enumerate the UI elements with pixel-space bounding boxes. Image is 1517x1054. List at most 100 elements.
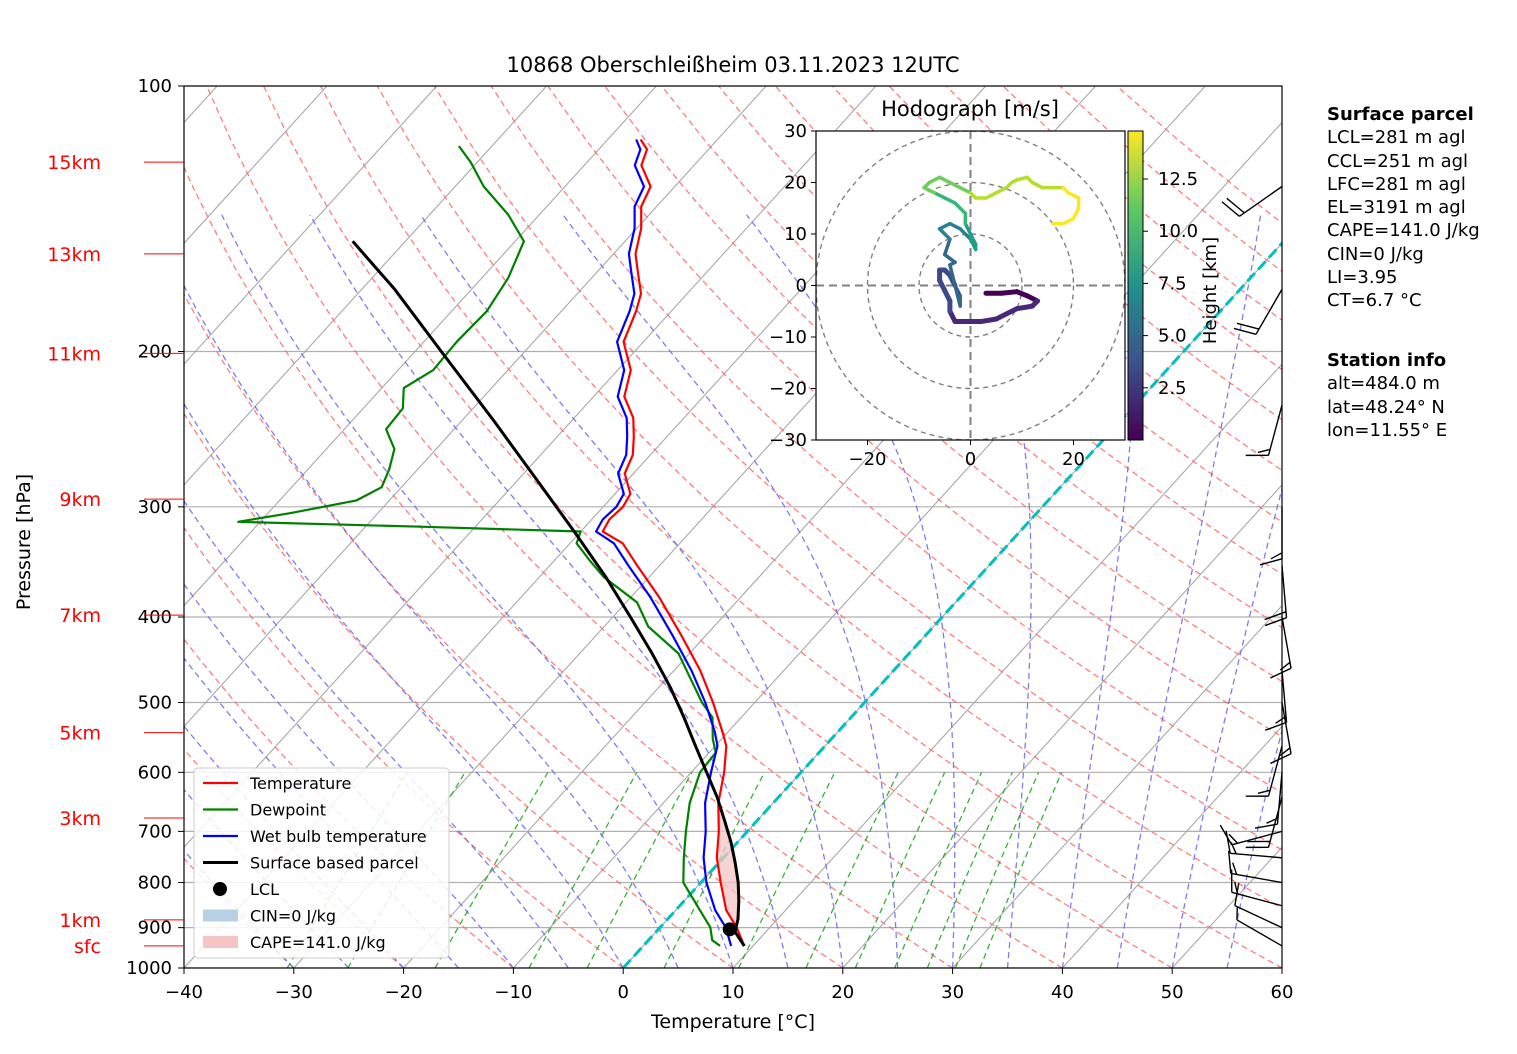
wind-barb-flag <box>1232 862 1238 875</box>
moist-adiabat <box>1171 486 1282 968</box>
x-tick-label: 40 <box>1051 982 1074 1003</box>
y-tick-label: 100 <box>138 76 172 97</box>
mixing-ratio-line <box>854 772 946 968</box>
wind-barb-flag <box>1233 327 1257 335</box>
wind-barb <box>1234 883 1283 929</box>
cape-area <box>716 803 739 926</box>
wind-barb-shaft <box>1231 891 1283 907</box>
wind-barbs <box>1219 185 1292 947</box>
y-tick-label: 600 <box>138 762 172 783</box>
hodograph-segment <box>943 237 952 257</box>
hodograph-segment <box>1071 206 1081 221</box>
wind-barb-flag <box>1270 667 1292 679</box>
height-label: sfc <box>74 936 101 958</box>
station-info-line: lat=48.24° N <box>1327 396 1445 418</box>
isotherm-line <box>842 484 1282 968</box>
surface-parcel-box: Surface parcel LCL=281 m agl CCL=251 m a… <box>1327 103 1480 313</box>
colorbar-label: Height [km] <box>1200 237 1221 344</box>
hodograph-segment <box>963 221 973 236</box>
legend-label: Temperature <box>249 774 351 793</box>
wind-barb-shaft <box>1276 772 1283 825</box>
hodograph-segment <box>1015 175 1029 182</box>
skewt-series <box>237 138 746 947</box>
hodograph-y-label: 10 <box>784 224 807 245</box>
moist-adiabat <box>221 214 734 968</box>
wind-barb <box>1270 616 1292 679</box>
hodograph-segment <box>948 221 962 231</box>
x-tick-label: 60 <box>1271 982 1294 1003</box>
colorbar-tick-label: 12.5 <box>1158 169 1198 190</box>
surface-parcel-line: CT=6.7 °C <box>1327 290 1422 312</box>
wind-barb-flag <box>1266 817 1279 824</box>
wind-barb <box>1254 772 1283 829</box>
wind-barb <box>1221 185 1283 217</box>
lcl-marker <box>722 922 737 937</box>
hodograph-segment <box>1030 180 1045 190</box>
hodograph-segment <box>984 191 998 200</box>
dry-adiabat <box>184 526 624 968</box>
hodograph-segment <box>927 175 942 185</box>
station-info-box: Station info alt=484.0 m lat=48.24° N lo… <box>1327 349 1447 442</box>
wind-barb-flag <box>1264 721 1287 731</box>
colorbar-tick-label: 10.0 <box>1158 221 1198 242</box>
wind-barb-shaft <box>1230 872 1283 884</box>
height-label: 5km <box>59 723 101 745</box>
isotherm-line <box>184 86 328 245</box>
isotherm-line <box>952 604 1282 968</box>
wind-barb-shaft <box>1281 616 1292 669</box>
legend-swatch <box>203 909 238 922</box>
hodograph-ring <box>918 233 1023 338</box>
hodograph-segment <box>998 289 1020 296</box>
wind-barb-flag <box>1257 448 1271 454</box>
dry-adiabat <box>184 412 734 968</box>
wind-barb-flag <box>1270 552 1283 560</box>
hodograph-segment <box>994 185 1009 195</box>
series-line-surface-based-parcel <box>351 240 746 947</box>
mixing-ratio-line <box>805 772 899 968</box>
surface-parcel-heading: Surface parcel <box>1327 104 1474 125</box>
hodograph-segment <box>922 185 937 195</box>
moist-adiabat <box>184 402 624 968</box>
wind-barb-flag <box>1279 661 1291 671</box>
hodograph-segment <box>953 201 968 216</box>
wind-barb-flag <box>1264 617 1287 627</box>
legend: Temperature Dewpoint Wet bulb temperature S… <box>193 767 450 959</box>
hodograph-plot-area <box>816 131 1125 440</box>
x-tick-label: 50 <box>1161 982 1184 1003</box>
wind-barb-flag <box>1225 830 1231 854</box>
moist-adiabat <box>420 214 844 968</box>
wind-barb-shaft <box>1230 852 1283 859</box>
wind-barb-shaft <box>1231 830 1283 846</box>
wind-barb-flag <box>1228 850 1232 874</box>
height-label: 7km <box>59 605 101 627</box>
wind-barb-flag <box>1259 558 1283 566</box>
wind-barb-flag <box>1254 823 1278 829</box>
moist-adiabat <box>184 657 459 968</box>
hodograph-y-label: −30 <box>769 430 807 451</box>
hodograph-segment <box>1061 216 1076 226</box>
hodograph-segment <box>937 221 952 231</box>
surface-parcel-line: CCL=251 m agl <box>1327 150 1469 172</box>
dry-adiabat <box>184 165 953 968</box>
mixing-ratio-line <box>979 772 1063 968</box>
zero-isotherm <box>622 241 1282 968</box>
colorbar <box>1127 130 1144 441</box>
wind-barb-flag <box>1221 201 1240 217</box>
wind-barb-shaft <box>1255 288 1283 335</box>
wind-barb-flag <box>1234 883 1240 906</box>
surface-parcel-line: LFC=281 m agl <box>1327 173 1466 195</box>
wind-barb-flag <box>1236 322 1260 330</box>
wind-barb-flag <box>1219 824 1233 846</box>
x-tick-label: −10 <box>494 982 532 1003</box>
mixing-ratio-line <box>663 771 766 968</box>
wind-barb-shaft <box>1281 670 1288 723</box>
isotherm-line <box>184 86 657 607</box>
y-tick-label: 900 <box>138 918 172 939</box>
moist-adiabat <box>1116 214 1262 968</box>
wind-barb-flag <box>1233 881 1239 895</box>
dry-adiabat <box>490 86 1282 794</box>
x-tick-label: 10 <box>722 982 745 1003</box>
mixing-ratio-line <box>738 772 836 968</box>
y-tick-label: 400 <box>138 607 172 628</box>
